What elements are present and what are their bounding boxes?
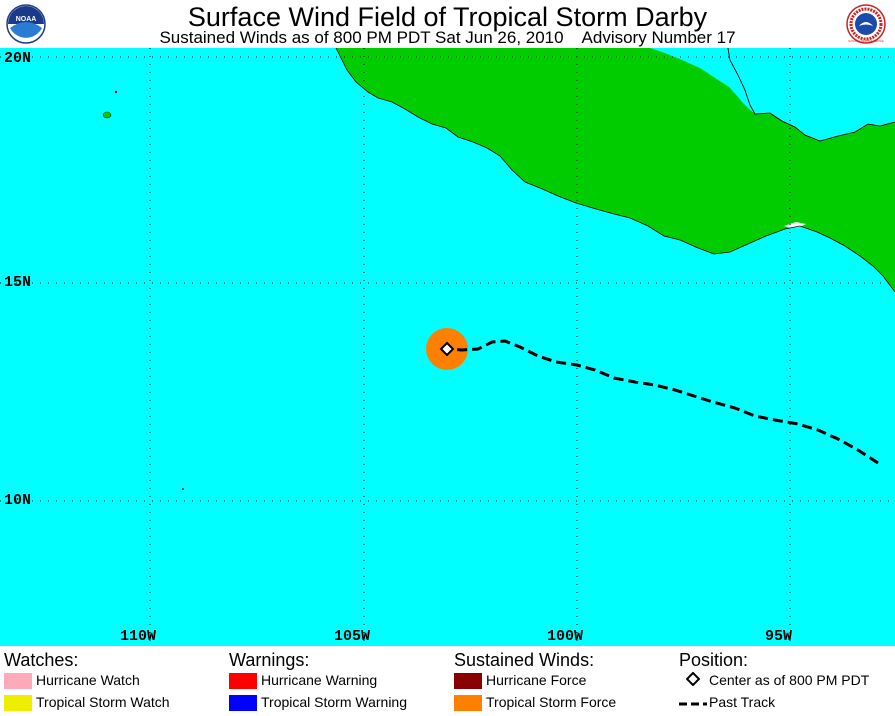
hurricane-force-label: Hurricane Force [486,672,587,688]
legend: Watches: Hurricane Watch Tropical Storm … [0,646,895,716]
legend-hurricane-warning: Hurricane Warning [229,671,378,690]
legend-position-heading: Position: [679,650,749,670]
past-track-dash-icon [679,694,707,712]
hurricane-watch-swatch [4,673,32,690]
nws-logo: NATIONAL WEATHER SERVICE [846,4,886,44]
lat-label-15n: 15N [4,274,32,291]
tropical-storm-watch-label: Tropical Storm Watch [36,694,170,710]
header: NOAA Surface Wind Field of Tropical Stor… [0,0,895,48]
legend-winds-heading: Sustained Winds: [454,650,595,670]
hurricane-force-swatch [454,673,482,690]
wind-field-map [0,48,895,646]
map-title: Surface Wind Field of Tropical Storm Dar… [187,2,708,32]
legend-tropical-storm-watch: Tropical Storm Watch [4,693,170,712]
lat-label-20n: 20N [4,50,32,67]
lon-label-95w: 95W [765,628,793,645]
nws-logo-text: NATIONAL WEATHER SERVICE [848,40,884,43]
center-diamond-icon [679,671,707,690]
lon-label-105w: 105W [334,628,371,645]
hurricane-watch-label: Hurricane Watch [36,672,140,688]
hurricane-warning-swatch [229,673,257,690]
hurricane-warning-label: Hurricane Warning [261,672,378,688]
lat-label-10n: 10N [4,492,32,509]
legend-watches-heading: Watches: [4,650,79,670]
tropical-storm-warning-swatch [229,695,257,712]
legend-hurricane-watch: Hurricane Watch [4,671,140,690]
legend-tropical-storm-force: Tropical Storm Force [454,693,617,712]
center-label: Center as of 800 PM PDT [709,672,870,688]
past-track [446,339,879,465]
mexico-land-south [336,48,895,292]
island-clarion-area [182,488,184,490]
lon-label-110w: 110W [120,628,157,645]
noaa-logo-text: NOAA [16,16,37,23]
tropical-storm-force-label: Tropical Storm Force [486,694,617,710]
tropical-storm-warning-label: Tropical Storm Warning [261,694,408,710]
tropical-storm-force-swatch [454,695,482,712]
coastline [335,48,895,293]
legend-tropical-storm-warning: Tropical Storm Warning [229,693,408,712]
legend-hurricane-force: Hurricane Force [454,671,587,690]
tropical-storm-watch-swatch [4,695,32,712]
island-san-benedicto [114,90,118,94]
storm-center-icon [439,341,455,357]
legend-past-track: Past Track [679,693,775,712]
gulf-water [728,48,895,141]
lon-label-100w: 100W [547,628,584,645]
island-socorro [102,111,112,119]
map-subtitle: Sustained Winds as of 800 PM PDT Sat Jun… [159,28,736,47]
legend-center: Center as of 800 PM PDT [679,671,869,690]
noaa-logo: NOAA [6,4,46,44]
gulf-coastline-top [727,48,895,142]
legend-warnings-heading: Warnings: [229,650,310,670]
past-track-label: Past Track [709,694,776,710]
